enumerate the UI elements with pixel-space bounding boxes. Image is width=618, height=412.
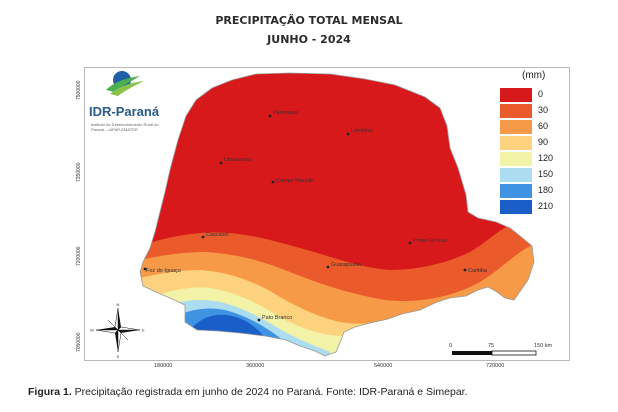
y-tick-label: 7050000	[76, 332, 82, 352]
legend-swatch	[500, 120, 532, 134]
city-marker	[408, 241, 412, 245]
legend-title: (mm)	[522, 70, 546, 81]
caption-label: Figura 1.	[28, 386, 72, 398]
city-label: Campo Mourão	[276, 178, 314, 184]
city-label: Cascavel	[206, 232, 229, 238]
scale-label-75: 75	[488, 343, 494, 349]
legend-label: 0	[538, 89, 544, 99]
city-marker	[219, 161, 223, 165]
x-tick-label: 540000	[374, 363, 392, 369]
legend-swatch	[500, 168, 532, 182]
legend-swatch	[500, 136, 532, 150]
city-label: Curitiba	[468, 268, 488, 274]
map-subtitle: JUNHO - 2024	[267, 33, 351, 46]
city-marker	[346, 132, 350, 136]
figure-caption: Figura 1. Precipitação registrada em jun…	[28, 386, 468, 398]
x-tick-label: 360000	[246, 363, 264, 369]
city-markers: Paranavaí Londrina Umuarama Campo Mourão…	[143, 110, 488, 322]
y-tick-label: 7350000	[76, 162, 82, 182]
city-marker	[463, 268, 467, 272]
logo-subtitle: Instituto de Desenvolvimento Rural do Pa…	[91, 122, 159, 132]
compass-e: E	[142, 328, 145, 333]
city-marker	[143, 267, 147, 271]
legend-label: 90	[538, 137, 549, 147]
city-marker	[268, 114, 272, 118]
city-label: Guarapuava	[331, 262, 362, 268]
city-marker	[257, 318, 261, 322]
legend-item: 30	[500, 104, 564, 118]
x-tick-label: 720000	[486, 363, 504, 369]
legend-swatch	[500, 104, 532, 118]
legend-item: 60	[500, 120, 564, 134]
city-marker	[271, 180, 275, 184]
legend-label: 150	[538, 169, 554, 179]
city-label: Paranavaí	[273, 110, 299, 116]
legend-label: 210	[538, 201, 554, 211]
city-marker	[201, 235, 205, 239]
legend-label: 30	[538, 105, 549, 115]
legend-swatch	[500, 152, 532, 166]
legend-item: 0	[500, 88, 564, 102]
city-label: Pato Branco	[262, 315, 292, 321]
map-title: PRECIPITAÇÃO TOTAL MENSAL	[215, 14, 403, 27]
legend-item: 210	[500, 200, 564, 214]
compass-n: N	[117, 302, 120, 307]
scale-label-150: 150 km	[534, 343, 552, 349]
idr-logo-icon	[106, 71, 144, 96]
compass-w: W	[90, 328, 94, 333]
y-tick-label: 7200000	[76, 246, 82, 266]
scale-bar-white	[491, 350, 537, 356]
compass-rose-icon: N S E W	[90, 302, 145, 359]
legend-swatch	[500, 184, 532, 198]
legend-label: 60	[538, 121, 549, 131]
legend-item: 90	[500, 136, 564, 150]
city-label: Umuarama	[224, 157, 252, 163]
y-tick-label: 7500000	[76, 80, 82, 100]
city-label: Londrina	[351, 128, 373, 134]
legend-swatch	[500, 200, 532, 214]
city-label: Ponta Grossa	[413, 238, 448, 244]
legend-label: 120	[538, 153, 554, 163]
caption-text: Precipitação registrada em junho de 2024…	[71, 386, 468, 398]
y-axis: 7500000 7350000 7200000 7050000	[76, 80, 82, 352]
logo-name: IDR-Paraná	[89, 104, 160, 119]
scale-bar: 0 75 150 km	[449, 343, 552, 356]
compass-s: S	[117, 354, 120, 359]
legend-label: 180	[538, 185, 554, 195]
x-tick-label: 180000	[154, 363, 172, 369]
legend-item: 180	[500, 184, 564, 198]
city-marker	[326, 265, 330, 269]
scale-bar-black	[452, 351, 492, 355]
legend-item: 120	[500, 152, 564, 166]
scale-label-0: 0	[449, 343, 452, 349]
legend-swatch	[500, 88, 532, 102]
city-label: Foz do Iguaçu	[146, 268, 181, 274]
x-axis: 180000 360000 540000 720000	[154, 363, 504, 369]
legend-item: 150	[500, 168, 564, 182]
